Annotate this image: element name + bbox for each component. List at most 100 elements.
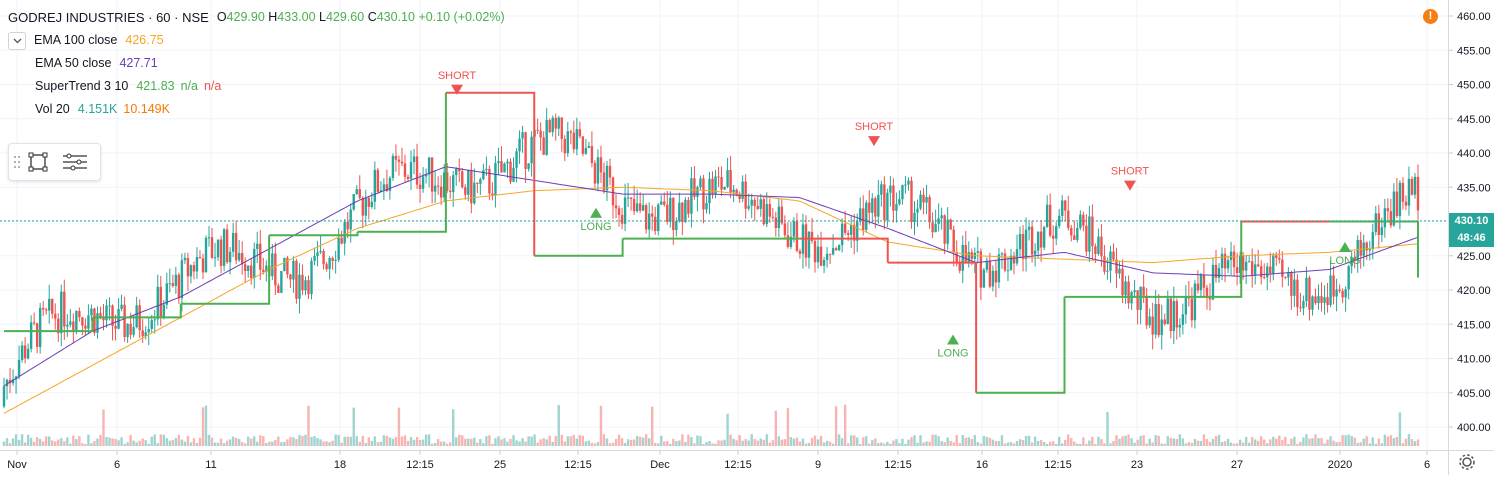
candle-body: [497, 161, 500, 164]
volume-bar: [1154, 435, 1157, 446]
candle-body: [976, 251, 980, 253]
candle-body: [828, 253, 832, 255]
volume-bar: [391, 438, 395, 446]
short-signal-label: SHORT: [1111, 166, 1150, 178]
candle-body: [1015, 249, 1019, 264]
chevron-down-icon[interactable]: [8, 31, 26, 50]
settings-icon[interactable]: [1449, 451, 1494, 475]
candle-body: [1353, 257, 1356, 261]
candle-body: [168, 283, 172, 285]
price-tick-label: 440.00: [1457, 148, 1491, 160]
volume-bar: [1067, 434, 1070, 446]
candle-body: [1103, 256, 1106, 272]
high-label: H: [268, 10, 278, 24]
volume-bar: [479, 439, 482, 446]
candle-body: [1079, 214, 1082, 229]
volume-bar: [922, 442, 925, 446]
candle-body: [660, 201, 663, 205]
volume-bar: [1407, 434, 1411, 446]
candle-body: [467, 169, 470, 195]
volume-bar: [274, 440, 277, 446]
short-signal-label: SHORT: [855, 121, 894, 133]
alert-icon[interactable]: !: [1423, 9, 1438, 24]
indicator-row-volume[interactable]: Vol 20 4.151K 10.149K: [8, 98, 505, 121]
list-tool-button[interactable]: [55, 147, 95, 177]
volume-bar: [632, 439, 636, 446]
rectangle-tool-button[interactable]: [21, 147, 55, 177]
volume-bar: [1404, 438, 1408, 446]
volume-bar: [334, 434, 337, 446]
volume-bar: [593, 443, 597, 446]
volume-bar: [367, 437, 371, 446]
volume-bar: [1048, 441, 1052, 446]
volume-bar: [1302, 437, 1305, 446]
candle-body: [286, 257, 289, 275]
volume-bar: [1064, 440, 1067, 446]
volume-bar: [1359, 442, 1362, 446]
volume-bar: [1383, 434, 1387, 446]
candle-body: [1244, 261, 1248, 271]
candle-body: [415, 156, 419, 185]
volume-bar: [313, 435, 316, 446]
volume-bar: [759, 438, 762, 446]
volume-bar: [1091, 436, 1094, 446]
candle-body: [874, 198, 877, 217]
candle-body: [843, 223, 847, 233]
time-tick-label: Nov: [7, 459, 27, 471]
indicator-value: n/a: [180, 79, 198, 93]
candle-body: [421, 176, 425, 189]
candle-body: [1139, 286, 1142, 310]
candle-body: [1039, 231, 1043, 248]
volume-bar: [204, 405, 208, 446]
candle-body: [271, 253, 274, 277]
candle-body: [1302, 301, 1305, 309]
candle-body: [991, 270, 995, 287]
volume-bar: [243, 443, 247, 446]
candle-body: [647, 213, 651, 230]
volume-bar: [195, 443, 199, 446]
candle-body: [1091, 216, 1094, 247]
candle-body: [759, 199, 762, 209]
candle-body: [774, 217, 778, 229]
candle-body: [210, 237, 214, 258]
candle-body: [1341, 290, 1344, 298]
volume-bar: [693, 443, 696, 446]
candle-body: [461, 171, 464, 188]
volume-bar: [1202, 434, 1206, 446]
volume-bar: [780, 439, 784, 446]
volume-bar: [515, 440, 518, 446]
time-tick-label: 12:15: [724, 459, 752, 471]
price-chart[interactable]: SHORT LONG SHORT LONG SHORT LONG: [0, 0, 1448, 450]
settings-corner[interactable]: [1448, 450, 1494, 475]
candle-body: [904, 184, 907, 186]
volume-bar: [554, 435, 557, 446]
volume-bar: [219, 438, 223, 446]
candle-body: [105, 305, 108, 321]
volume-bar: [753, 439, 756, 446]
indicator-name: SuperTrend 3 10: [35, 79, 129, 93]
drag-handle-icon[interactable]: [13, 152, 21, 172]
candle-body: [868, 202, 871, 213]
candle-body: [177, 274, 181, 299]
volume-bar: [1136, 439, 1139, 446]
candle-body: [343, 221, 346, 244]
volume-bar: [663, 441, 666, 446]
indicator-row-ema50[interactable]: EMA 50 close 427.71: [8, 52, 505, 75]
candle-body: [982, 269, 986, 288]
candle-body: [400, 161, 404, 164]
candle-body: [1380, 227, 1384, 236]
volume-bar: [280, 442, 283, 446]
candle-body: [222, 229, 226, 266]
candle-body: [470, 169, 473, 204]
close-label: C: [367, 10, 377, 24]
candle-body: [849, 224, 853, 235]
candle-body: [403, 163, 407, 177]
volume-bar: [1157, 435, 1160, 446]
candle-body: [913, 212, 916, 223]
indicator-row-ema100[interactable]: EMA 100 close 426.75: [8, 29, 505, 52]
indicator-row-supertrend[interactable]: SuperTrend 3 10 421.83 n/a n/a: [8, 75, 505, 98]
candle-body: [886, 192, 889, 221]
indicator-value: 4.151K: [77, 102, 118, 116]
candle-body: [87, 315, 90, 329]
time-axis[interactable]: Nov 6 11 18 12:15 25 12:15 Dec 12:15 9 12:15 16 12:1…: [0, 450, 1448, 475]
